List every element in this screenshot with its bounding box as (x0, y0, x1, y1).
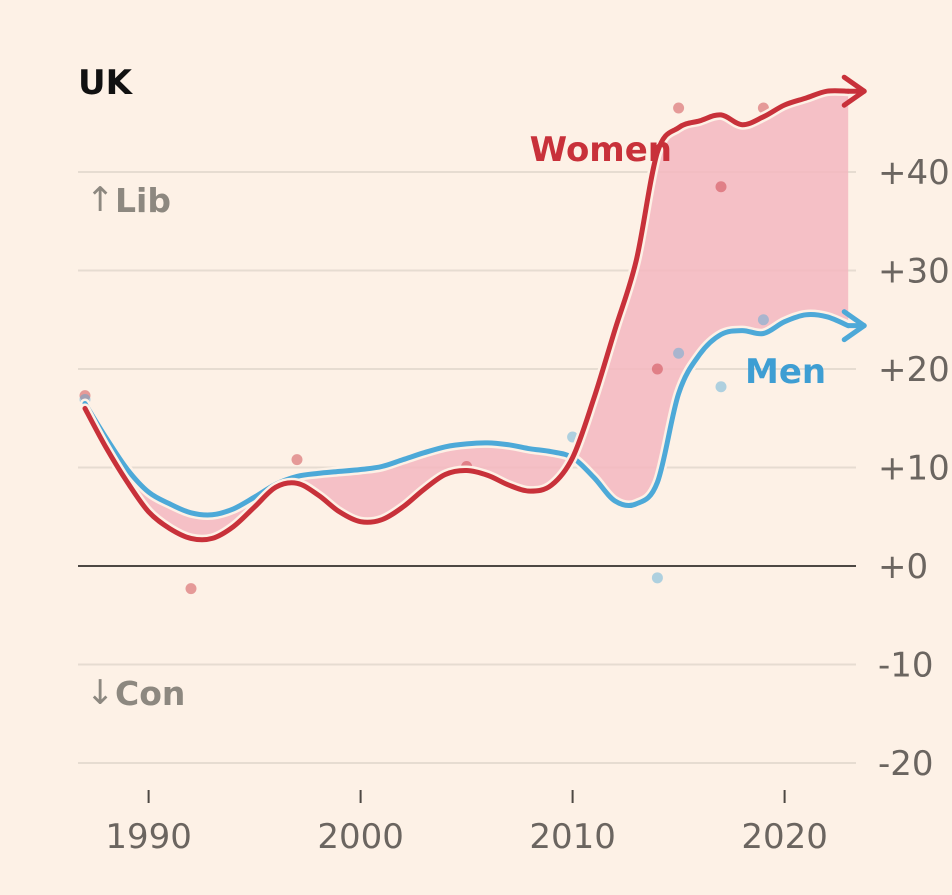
x-tick-label: 1990 (105, 817, 192, 857)
y-tick-label: +20 (878, 350, 950, 390)
y-tick-label: +40 (878, 153, 950, 193)
women-data-point (651, 363, 663, 375)
men-data-point (757, 314, 769, 326)
series-lines (80, 74, 867, 545)
gap-shading (85, 90, 849, 540)
men-data-point (651, 572, 663, 584)
y-tick-label: -10 (878, 646, 934, 686)
women-data-point (291, 454, 303, 466)
men-label: Men (745, 352, 826, 392)
x-axis: 1990 2000 2010 2020 (105, 790, 828, 857)
y-tick-label: +30 (878, 252, 950, 292)
x-tick-label: 2000 (317, 817, 404, 857)
women-line (82, 88, 851, 543)
y-tick-label: -20 (878, 744, 934, 784)
women-label: Women (530, 130, 672, 170)
up-arrow-icon: ↑ (86, 180, 115, 220)
women-data-point (715, 181, 727, 193)
con-label: Con (115, 674, 185, 713)
con-direction-label: ↓ Con (86, 673, 185, 713)
men-line-halo (80, 309, 854, 520)
women-data-point (79, 390, 91, 402)
lib-direction-label: ↑ Lib (86, 180, 171, 220)
x-tick-label: 2020 (741, 817, 828, 857)
men-line (82, 312, 851, 518)
women-data-point (673, 102, 685, 114)
lib-label: Lib (115, 181, 171, 220)
down-arrow-icon: ↓ (86, 673, 115, 713)
women-data-point (185, 583, 197, 595)
x-tick-label: 2010 (529, 817, 616, 857)
y-tick-label: +10 (878, 449, 950, 489)
chart-title: UK (78, 63, 134, 103)
gap-area (85, 90, 849, 540)
y-tick-labels: +40 +30 +20 +10 +0 -10 -20 (878, 153, 950, 784)
men-data-point (673, 347, 685, 359)
men-data-point (715, 381, 727, 393)
y-tick-label: +0 (878, 547, 928, 587)
gridlines (78, 171, 856, 764)
